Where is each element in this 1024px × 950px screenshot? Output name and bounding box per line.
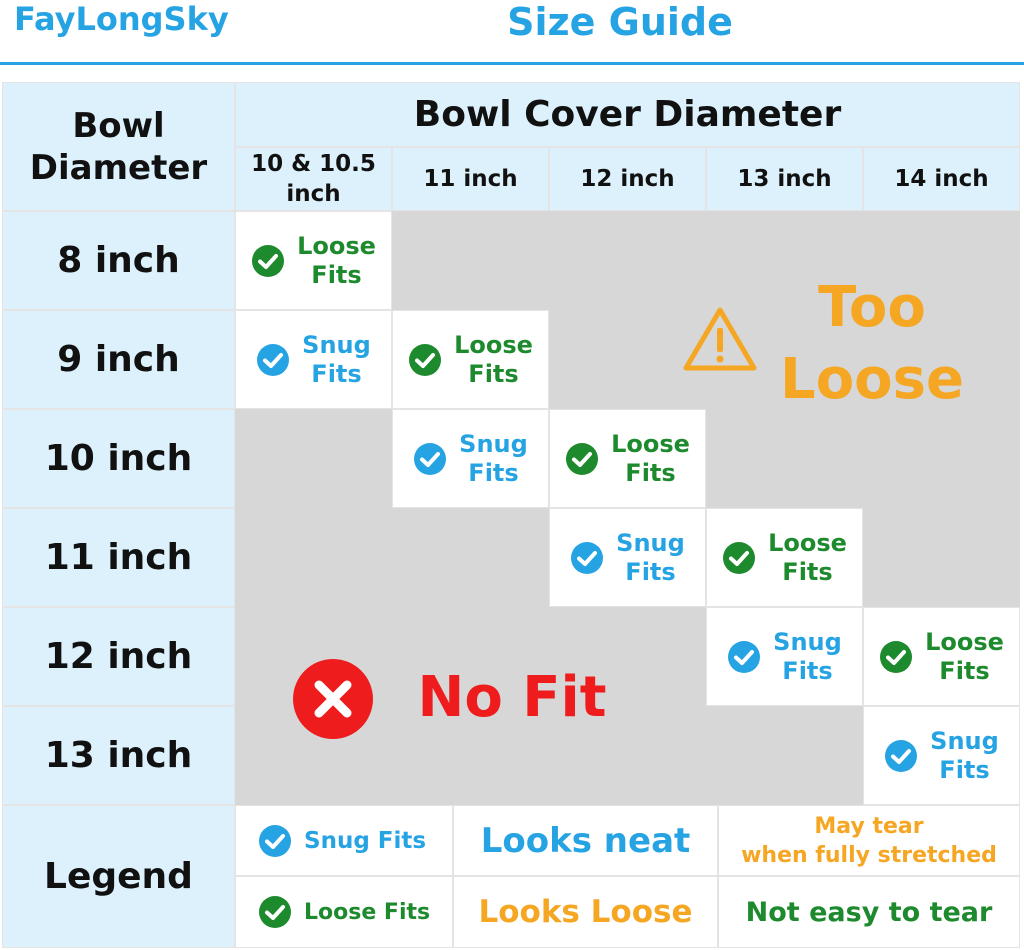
fit-cell-loose: Loose Fits bbox=[706, 508, 863, 607]
legend-snug-look: Looks neat bbox=[453, 805, 718, 876]
legend-loose: Loose Fits bbox=[235, 876, 453, 948]
fit-cell-loose: Loose Fits bbox=[235, 211, 392, 310]
fit-cell-snug: Snug Fits bbox=[706, 607, 863, 706]
column-header: 14 inch bbox=[863, 147, 1020, 211]
fit-label: Loose Fits bbox=[297, 231, 376, 289]
blue-check-circle-icon bbox=[257, 343, 290, 376]
legend-loose-label: Loose Fits bbox=[304, 899, 431, 925]
red-x-circle-icon bbox=[293, 659, 373, 739]
fit-label: Loose Fits bbox=[768, 528, 847, 586]
blue-check-circle-icon bbox=[259, 824, 291, 857]
legend-loose-durability: Not easy to tear bbox=[718, 876, 1020, 948]
fit-cell-snug: Snug Fits bbox=[549, 508, 706, 607]
green-check-circle-icon bbox=[880, 640, 913, 673]
column-header: 11 inch bbox=[392, 147, 549, 211]
size-guide-table: Bowl Diameter Bowl Cover Diameter 10 & 1… bbox=[2, 82, 1020, 948]
header-divider bbox=[0, 62, 1024, 65]
legend-snug-durability: May tear when fully stretched bbox=[718, 805, 1020, 876]
blue-check-circle-icon bbox=[728, 640, 761, 673]
row-header: 8 inch bbox=[2, 211, 235, 310]
fit-cell-loose: Loose Fits bbox=[392, 310, 549, 409]
legend-snug-label: Snug Fits bbox=[304, 827, 427, 854]
row-header: 9 inch bbox=[2, 310, 235, 409]
legend-snug: Snug Fits bbox=[235, 805, 453, 876]
blue-check-circle-icon bbox=[885, 739, 918, 772]
fit-cell-snug: Snug Fits bbox=[392, 409, 549, 508]
brand-logo-text: FayLongSky bbox=[14, 0, 229, 38]
green-check-circle-icon bbox=[259, 896, 291, 928]
fit-cell-snug: Snug Fits bbox=[863, 706, 1020, 805]
fit-label: Snug Fits bbox=[616, 528, 685, 586]
legend-looks-neat: Looks neat bbox=[480, 820, 691, 861]
fit-label: Snug Fits bbox=[302, 330, 371, 388]
green-check-circle-icon bbox=[409, 343, 442, 376]
fit-cell-loose: Loose Fits bbox=[863, 607, 1020, 706]
blue-check-circle-icon bbox=[414, 442, 447, 475]
no-fit-zone-label: No Fit bbox=[417, 665, 607, 730]
warning-triangle-icon bbox=[683, 307, 757, 371]
legend-header: Legend bbox=[2, 805, 235, 948]
fit-label: Loose Fits bbox=[925, 627, 1004, 685]
legend-looks-loose: Looks Loose bbox=[478, 894, 693, 930]
fit-label: Loose Fits bbox=[611, 429, 690, 487]
column-header: 13 inch bbox=[706, 147, 863, 211]
blue-check-circle-icon bbox=[571, 541, 604, 574]
fit-label: Snug Fits bbox=[459, 429, 528, 487]
green-check-circle-icon bbox=[566, 442, 599, 475]
green-check-circle-icon bbox=[723, 541, 756, 574]
column-header: 10 & 10.5 inch bbox=[235, 147, 392, 211]
legend-not-easy-to-tear: Not easy to tear bbox=[745, 896, 993, 928]
too-loose-zone-label: Too Loose bbox=[780, 275, 964, 412]
fit-cell-snug: Snug Fits bbox=[235, 310, 392, 409]
row-header: 12 inch bbox=[2, 607, 235, 706]
row-header: 13 inch bbox=[2, 706, 235, 805]
fit-label: Loose Fits bbox=[454, 330, 533, 388]
row-header: 10 inch bbox=[2, 409, 235, 508]
legend-loose-look: Looks Loose bbox=[453, 876, 718, 948]
fit-cell-loose: Loose Fits bbox=[549, 409, 706, 508]
column-header: 12 inch bbox=[549, 147, 706, 211]
page-title: Size Guide bbox=[507, 0, 733, 44]
bowl-cover-header: Bowl Cover Diameter bbox=[235, 82, 1020, 147]
legend-may-tear: May tear when fully stretched bbox=[741, 813, 997, 868]
row-header: 11 inch bbox=[2, 508, 235, 607]
green-check-circle-icon bbox=[252, 244, 285, 277]
fit-label: Snug Fits bbox=[930, 726, 999, 784]
corner-header: Bowl Diameter bbox=[2, 82, 235, 211]
fit-label: Snug Fits bbox=[773, 627, 842, 685]
